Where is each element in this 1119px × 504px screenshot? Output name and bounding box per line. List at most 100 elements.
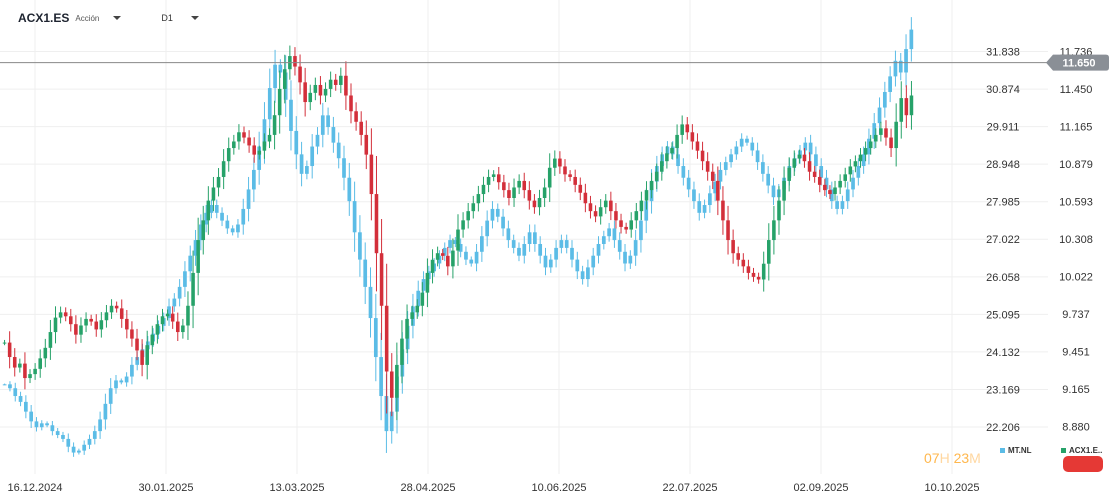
candle-body bbox=[817, 176, 822, 185]
candle-body bbox=[58, 312, 63, 318]
candle-body bbox=[767, 240, 771, 264]
candle-body bbox=[893, 60, 898, 77]
left-axis-tick: 28.948 bbox=[986, 159, 1020, 171]
right-axis-tick: 10.308 bbox=[1059, 234, 1093, 246]
candle-body bbox=[405, 318, 409, 339]
candle-body bbox=[451, 250, 455, 267]
legend-label: ACX1.E.. bbox=[1069, 446, 1103, 455]
candle-body bbox=[336, 142, 341, 159]
candle-body bbox=[188, 255, 193, 272]
candle-body bbox=[135, 357, 140, 365]
candle-body bbox=[373, 318, 378, 358]
candle-body bbox=[278, 64, 283, 73]
candle-body bbox=[586, 267, 590, 280]
timeframe-chevron-down-icon[interactable] bbox=[190, 16, 199, 20]
candle-body bbox=[501, 216, 505, 229]
candle-body bbox=[359, 121, 363, 135]
candle-body bbox=[130, 329, 134, 339]
candle-body bbox=[716, 180, 720, 201]
x-tick-label: 22.07.2025 bbox=[662, 482, 717, 494]
candle-body bbox=[8, 384, 12, 389]
candle-body bbox=[125, 318, 129, 330]
candle-body bbox=[506, 228, 511, 241]
candle-body bbox=[331, 127, 336, 143]
candle-body bbox=[542, 187, 547, 198]
timeframe-selector[interactable]: D1 bbox=[161, 13, 173, 23]
candle-body bbox=[53, 317, 58, 333]
candle-body bbox=[282, 69, 287, 89]
candle-body bbox=[665, 153, 669, 162]
candle-body bbox=[177, 286, 182, 299]
candle-body bbox=[232, 141, 236, 149]
candle-body bbox=[150, 334, 155, 346]
candle-body bbox=[481, 184, 486, 195]
candle-body bbox=[558, 158, 562, 167]
candle-body bbox=[108, 388, 113, 404]
candle-body bbox=[750, 142, 755, 151]
candle-body bbox=[358, 232, 362, 260]
candle-body bbox=[617, 240, 622, 252]
candle-body bbox=[692, 189, 696, 202]
candle-body bbox=[511, 240, 516, 248]
left-axis-tick: 31.838 bbox=[986, 47, 1020, 59]
candle-body bbox=[751, 272, 756, 277]
candle-body bbox=[242, 132, 246, 138]
candle-body bbox=[629, 220, 634, 230]
candle-body bbox=[99, 320, 104, 330]
candle-body bbox=[349, 95, 353, 112]
candle-body bbox=[507, 190, 511, 198]
candle-body bbox=[193, 240, 198, 256]
x-tick-label: 16.12.2024 bbox=[7, 482, 62, 494]
left-axis-tick: 26.058 bbox=[986, 272, 1020, 284]
candle-body bbox=[165, 313, 170, 317]
symbol-name[interactable]: ACX1.ES bbox=[18, 11, 70, 25]
legend-item-mt-nl[interactable]: MT.NL bbox=[1000, 446, 1032, 455]
candle-body bbox=[45, 423, 49, 426]
candle-body bbox=[410, 312, 414, 319]
candle-body bbox=[802, 154, 807, 162]
candle-body bbox=[548, 259, 553, 268]
candle-body bbox=[369, 154, 374, 195]
candle-body bbox=[695, 141, 700, 151]
candle-body bbox=[527, 232, 532, 244]
candle-body bbox=[33, 368, 37, 375]
right-axis-tick: 10.593 bbox=[1059, 197, 1093, 209]
candle-body bbox=[573, 176, 577, 185]
candle-body bbox=[863, 148, 868, 155]
candle-body bbox=[486, 176, 491, 185]
x-tick-label: 28.04.2025 bbox=[400, 482, 455, 494]
candle-body bbox=[61, 435, 65, 439]
candle-body bbox=[145, 345, 149, 365]
candle-body bbox=[909, 29, 914, 50]
candle-body bbox=[596, 244, 601, 256]
candle-body bbox=[538, 244, 543, 256]
candle-body bbox=[787, 167, 791, 181]
x-tick-label: 10.06.2025 bbox=[531, 482, 586, 494]
alert-badge[interactable] bbox=[1063, 456, 1103, 472]
candle-body bbox=[308, 92, 313, 103]
candle-body bbox=[364, 134, 369, 155]
candle-body bbox=[898, 60, 903, 73]
candle-body bbox=[48, 332, 53, 348]
symbol-dropdown-chevron-down-icon[interactable] bbox=[113, 16, 122, 20]
candle-body bbox=[512, 187, 516, 198]
candle-body bbox=[564, 240, 569, 248]
current-price-tag: 11.650 bbox=[1046, 54, 1109, 71]
candle-body bbox=[214, 205, 219, 213]
candle-body bbox=[823, 184, 827, 191]
candle-body bbox=[379, 357, 383, 397]
candle-body bbox=[838, 180, 842, 188]
candle-body bbox=[13, 388, 18, 397]
candle-body bbox=[861, 154, 866, 167]
candle-body bbox=[181, 325, 185, 333]
x-tick-label: 13.03.2025 bbox=[269, 482, 324, 494]
legend-item-acx1[interactable]: ACX1.E.. bbox=[1061, 446, 1102, 455]
left-axis-tick: 27.022 bbox=[986, 234, 1020, 246]
candle-body bbox=[294, 130, 299, 155]
candle-body bbox=[448, 240, 452, 248]
candle-body bbox=[18, 363, 22, 368]
candle-body bbox=[220, 212, 224, 221]
right-axis-tick: 9.165 bbox=[1062, 384, 1090, 396]
candle-body bbox=[533, 232, 537, 244]
